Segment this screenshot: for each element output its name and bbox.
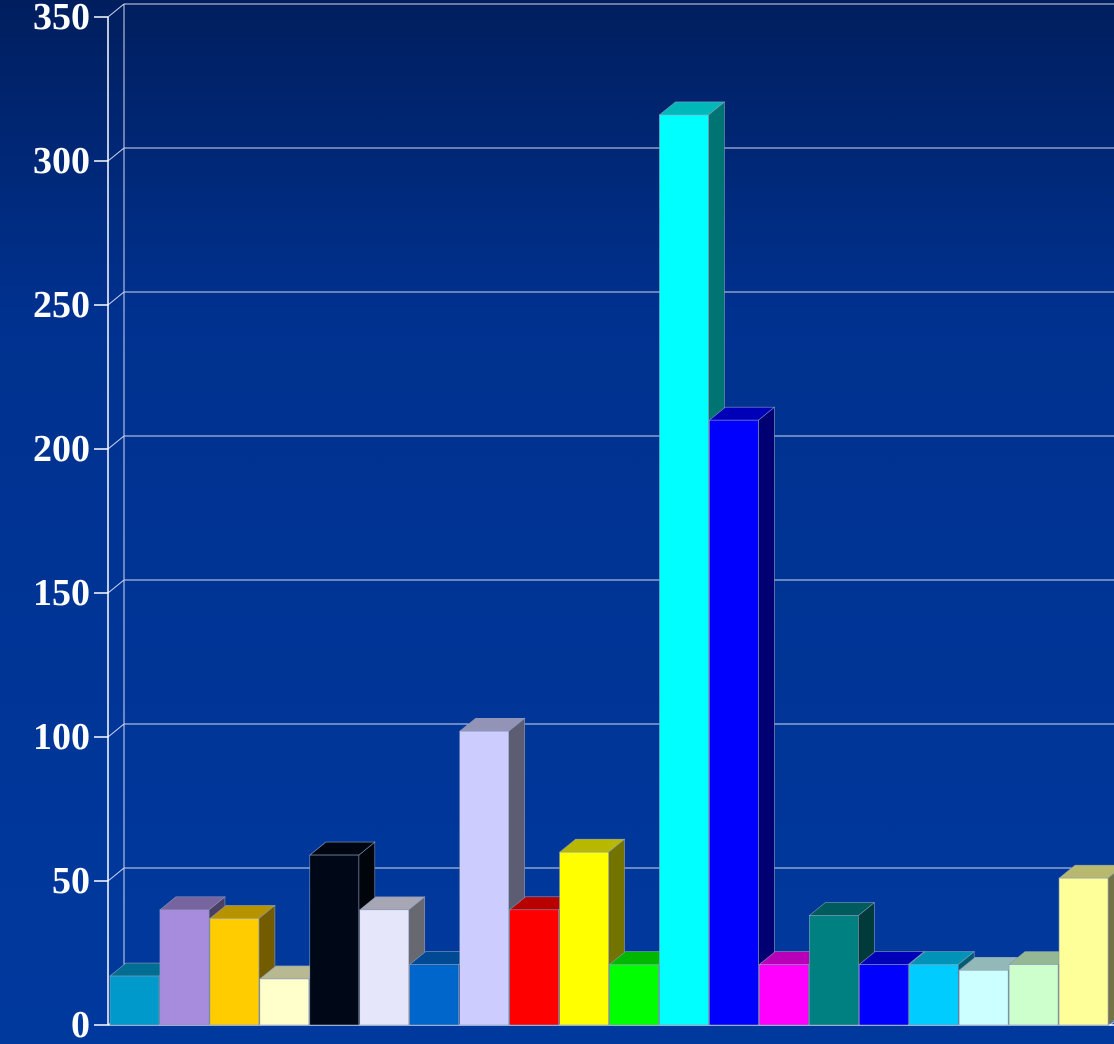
bar-front — [908, 964, 959, 1026]
bar — [808, 901, 876, 1026]
bar-front — [259, 978, 310, 1026]
bar-front — [309, 854, 360, 1026]
grid-diagonal — [107, 579, 125, 594]
grid-diagonal — [107, 3, 125, 18]
y-tick-label: 0 — [71, 1004, 90, 1044]
bar-front — [858, 964, 909, 1026]
grid-diagonal — [107, 723, 125, 738]
bar — [1058, 864, 1114, 1026]
bars — [109, 101, 1114, 1026]
bar-front — [409, 964, 460, 1026]
y-tick-labels: 0 50 100 150 200 250 300 350 — [33, 0, 90, 1044]
y-tick-label: 350 — [33, 0, 90, 38]
bar-front — [459, 730, 509, 1026]
bar-front — [509, 909, 559, 1026]
bar-front — [609, 964, 659, 1026]
bar-side — [1107, 872, 1114, 1026]
bar-front — [808, 915, 859, 1026]
bar — [608, 950, 676, 1026]
y-tick-label: 50 — [52, 860, 90, 902]
bar — [209, 904, 276, 1026]
bar-front — [209, 918, 260, 1026]
grid-diagonal — [107, 435, 125, 450]
y-tick-label: 300 — [33, 140, 90, 182]
y-tick-label: 200 — [33, 428, 90, 470]
y-tick-label: 250 — [33, 284, 90, 326]
bar-front — [1008, 964, 1059, 1026]
bar-front — [659, 114, 709, 1026]
bar — [708, 406, 776, 1026]
bar-front — [759, 964, 809, 1026]
bar-front — [709, 419, 759, 1026]
bar-front — [1058, 877, 1109, 1026]
bar — [308, 841, 376, 1026]
bar-front — [559, 851, 609, 1026]
grid-diagonal — [107, 867, 125, 882]
bar-front — [109, 975, 160, 1026]
grid-diagonal — [107, 147, 125, 162]
bar-front — [359, 909, 410, 1026]
y-tick-label: 100 — [33, 716, 90, 758]
bar-side — [758, 406, 775, 1026]
grid-diagonal — [107, 291, 125, 306]
bar-front — [958, 969, 1009, 1026]
bar-top — [1058, 864, 1114, 879]
floor-right-edge — [1109, 1021, 1114, 1026]
bar-front — [159, 909, 210, 1026]
y-tick-label: 150 — [33, 572, 90, 614]
